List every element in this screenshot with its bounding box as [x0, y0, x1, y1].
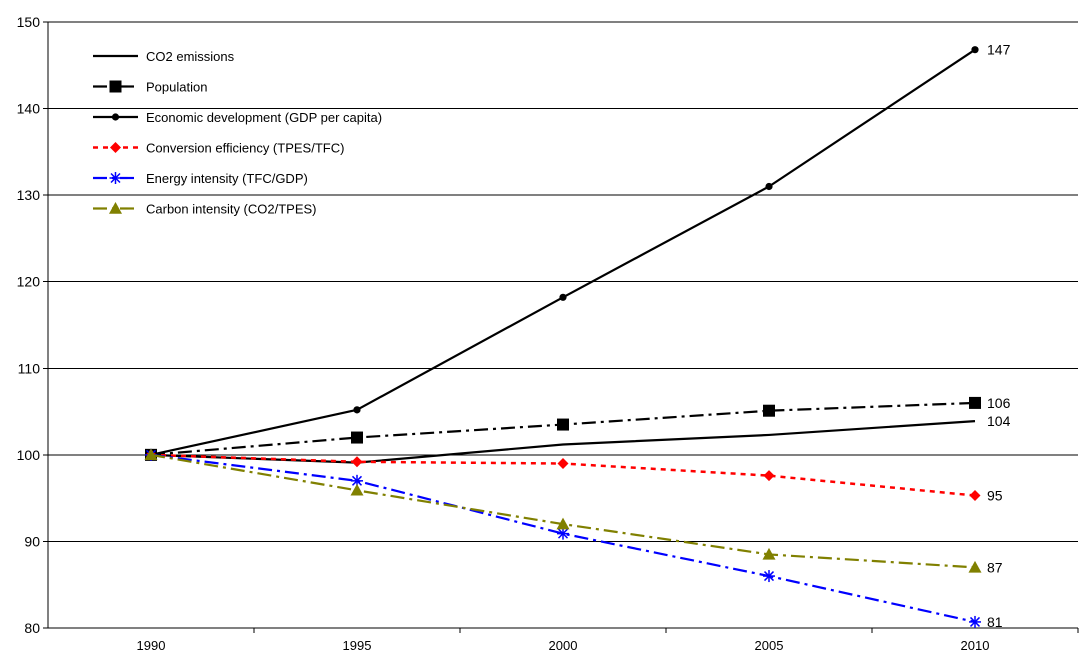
x-tick-label: 1995	[343, 638, 372, 653]
x-tick-label: 1990	[137, 638, 166, 653]
data-point-carbon-intensity-co2-tpes	[144, 448, 158, 461]
legend-label: Conversion efficiency (TPES/TFC)	[146, 141, 344, 156]
data-point-economic-development-gdp-per-capita	[559, 293, 567, 301]
axes: 80 90 100 110 120 130 140 150 1990 1995 2000 2005 20…	[17, 14, 1079, 653]
legend-label: CO2 emissions	[146, 49, 235, 64]
legend-label: Energy intensity (TFC/GDP)	[146, 171, 308, 186]
end-label-carbon-intensity-co2-tpes: 87	[987, 559, 1003, 575]
end-label-conversion-efficiency-tpes-tfc: 95	[987, 488, 1003, 504]
data-point-economic-development-gdp-per-capita	[971, 46, 979, 54]
series-line-co2-emissions	[150, 419, 976, 464]
data-point-economic-development-gdp-per-capita	[765, 182, 773, 191]
gridlines	[48, 21, 1078, 542]
legend-marker	[110, 142, 121, 153]
legend-item-conversion-efficiency-tpes-tfc: Conversion efficiency (TPES/TFC)	[93, 141, 344, 156]
x-tick-label: 2000	[549, 638, 578, 653]
data-point-energy-intensity-tfc-gdp	[557, 527, 569, 540]
legend-item-population: Population	[93, 80, 207, 95]
y-tick-label: 90	[24, 533, 40, 549]
y-tick-label: 150	[17, 14, 41, 30]
end-label-economic-development-gdp-per-capita: 147	[987, 42, 1011, 58]
y-tick-label: 140	[17, 101, 41, 117]
y-tick-label: 110	[18, 360, 41, 376]
y-tick-label: 120	[17, 274, 41, 290]
legend-marker	[111, 113, 120, 121]
legend-item-economic-development-gdp-per-capita: Economic development (GDP per capita)	[93, 110, 382, 125]
end-label-co2-emissions: 104	[987, 413, 1011, 429]
legend-label: Carbon intensity (CO2/TPES)	[146, 202, 317, 217]
x-tick-label: 2010	[961, 638, 990, 653]
series-lines	[144, 46, 982, 628]
end-label-energy-intensity-tfc-gdp: 81	[987, 614, 1003, 630]
data-point-carbon-intensity-co2-tpes	[556, 517, 570, 530]
y-tick-label: 130	[17, 187, 41, 203]
legend-item-energy-intensity-tfc-gdp: Energy intensity (TFC/GDP)	[93, 171, 308, 186]
legend: CO2 emissions Population Economic developm…	[93, 49, 382, 217]
data-point-conversion-efficiency-tpes-tfc	[557, 458, 569, 470]
data-point-conversion-efficiency-tpes-tfc	[351, 456, 363, 468]
data-point-economic-development-gdp-per-capita	[353, 406, 361, 414]
data-point-energy-intensity-tfc-gdp	[969, 615, 981, 628]
data-point-population	[969, 396, 981, 409]
data-point-conversion-efficiency-tpes-tfc	[969, 490, 981, 502]
legend-marker	[109, 80, 122, 93]
data-point-population	[763, 404, 775, 417]
legend-item-co2-emissions: CO2 emissions	[93, 49, 235, 64]
end-label-population: 106	[987, 395, 1011, 411]
y-tick-label: 80	[24, 620, 40, 636]
y-tick-label: 100	[17, 447, 41, 463]
data-point-conversion-efficiency-tpes-tfc	[763, 470, 775, 482]
series-line-energy-intensity-tfc-gdp	[150, 453, 976, 624]
x-tick-label: 2005	[755, 638, 784, 653]
data-point-carbon-intensity-co2-tpes	[968, 560, 982, 573]
legend-marker	[109, 202, 122, 214]
data-point-carbon-intensity-co2-tpes	[350, 483, 364, 496]
end-labels: 104 106 147 95 81 87	[987, 42, 1011, 630]
data-point-population	[351, 431, 363, 444]
data-point-population	[557, 418, 569, 431]
legend-marker	[109, 172, 122, 184]
data-point-carbon-intensity-co2-tpes	[762, 547, 776, 560]
series-line-carbon-intensity-co2-tpes	[150, 453, 976, 569]
data-point-energy-intensity-tfc-gdp	[763, 570, 775, 583]
legend-item-carbon-intensity-co2-tpes: Carbon intensity (CO2/TPES)	[93, 202, 317, 217]
legend-label: Economic development (GDP per capita)	[146, 110, 382, 125]
legend-label: Population	[146, 80, 207, 95]
